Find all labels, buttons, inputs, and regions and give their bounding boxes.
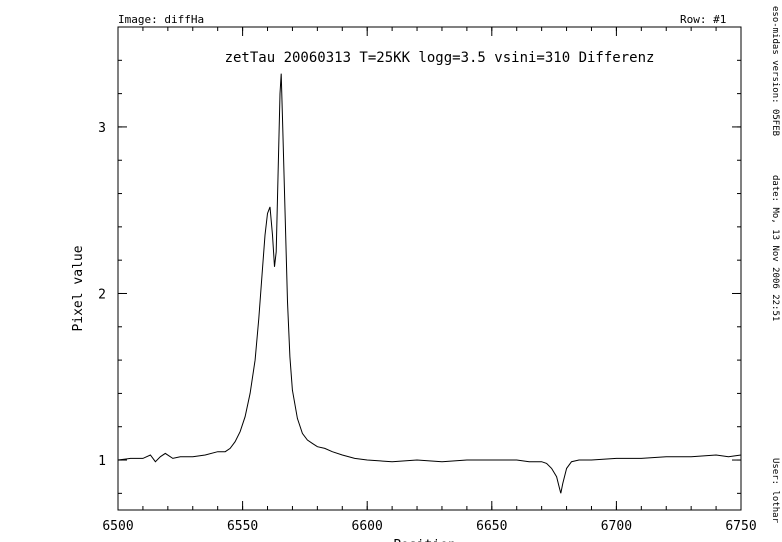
x-tick-label: 6600 — [352, 519, 383, 534]
user-label: User: lothar — [770, 458, 780, 524]
chart-title: zetTau 20060313 T=25KK logg=3.5 vsini=31… — [225, 50, 655, 66]
x-axis-label: Position — [393, 538, 456, 542]
x-tick-label: 6500 — [102, 519, 133, 534]
midas-version-label: eso-midas version: 05FEB — [770, 6, 780, 137]
x-tick-label: 6550 — [227, 519, 258, 534]
row-label: Row: #1 — [680, 13, 727, 26]
plot-frame — [117, 26, 742, 511]
y-tick-label: 1 — [98, 454, 106, 469]
image-name-label: Image: diffHa — [118, 13, 205, 26]
plot-date-label: date: Mo, 13 Nov 2006 22:51 — [770, 175, 780, 322]
x-tick-label: 6650 — [476, 519, 507, 534]
spectrum-line — [117, 73, 742, 494]
y-tick-label: 2 — [98, 287, 106, 302]
x-tick-label: 6700 — [601, 519, 632, 534]
y-axis-label: Pixel value — [71, 245, 86, 331]
x-tick-label: 6750 — [725, 519, 756, 534]
y-tick-label: 3 — [98, 121, 106, 136]
